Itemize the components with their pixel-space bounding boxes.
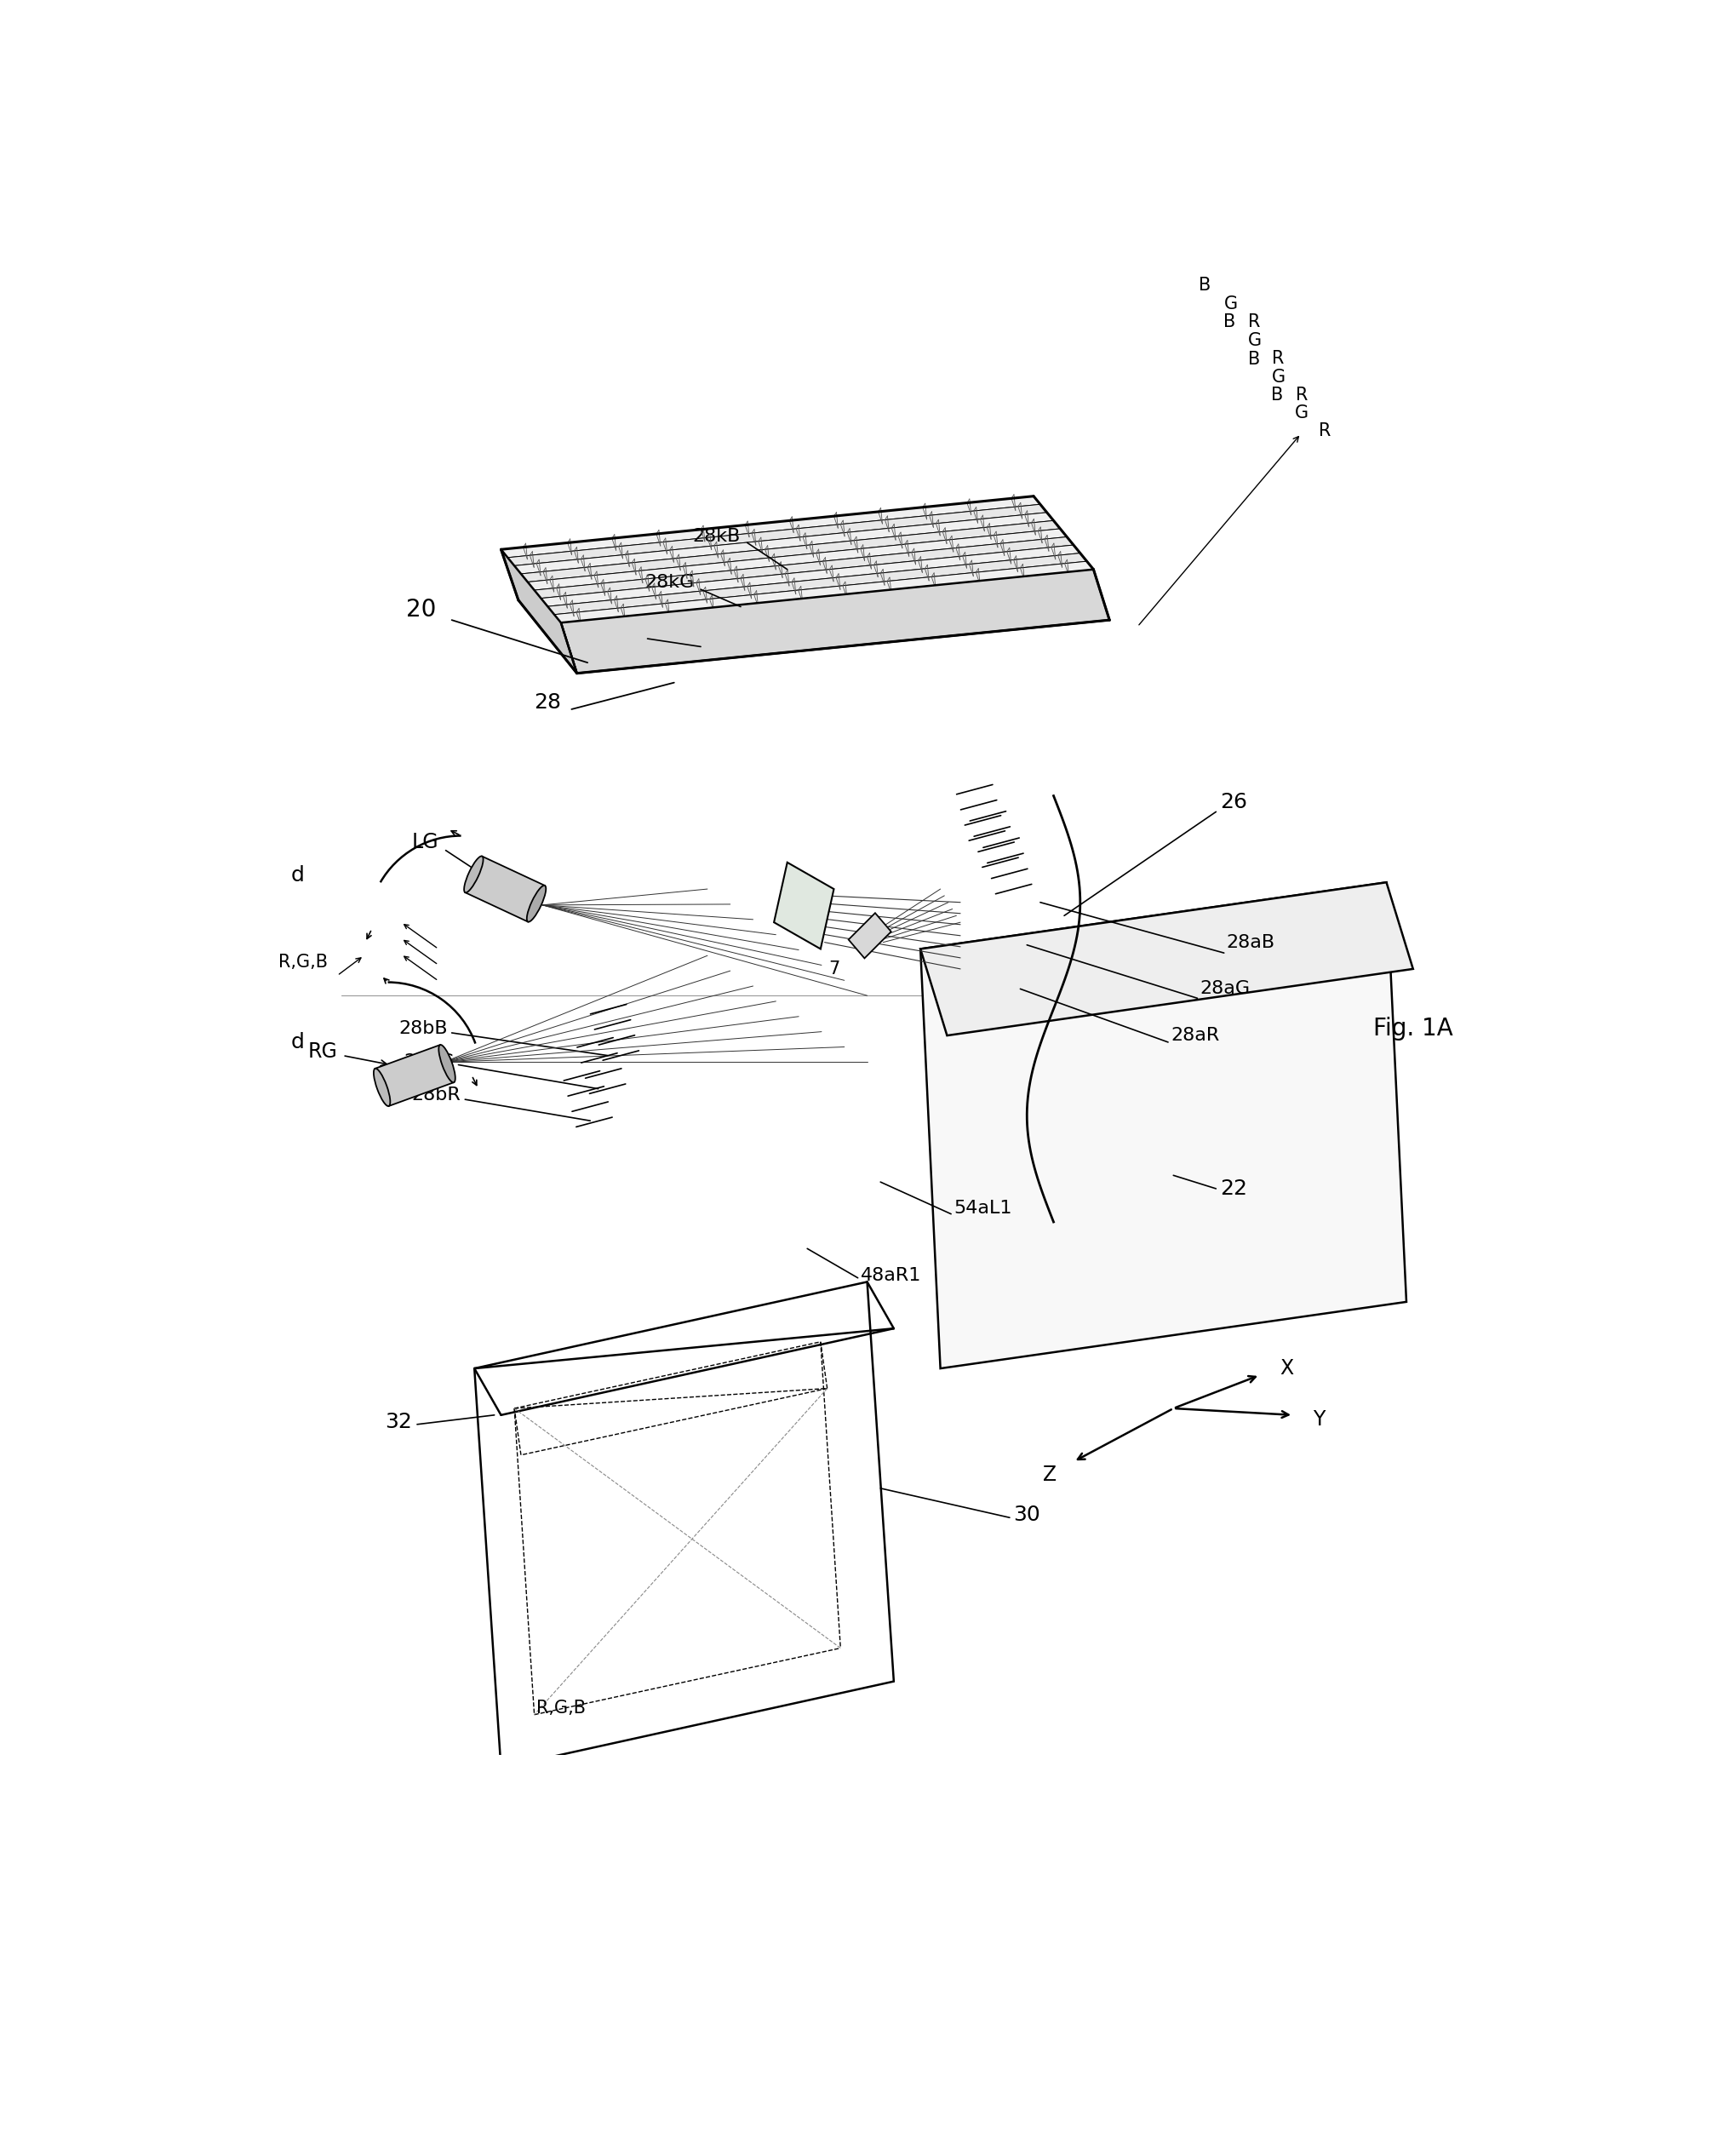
Polygon shape [560,569,1110,673]
Text: 26: 26 [1220,791,1247,813]
Text: R: R [1271,349,1285,367]
Polygon shape [375,1046,454,1106]
Polygon shape [849,912,892,957]
Text: G: G [1223,295,1237,313]
Text: 28bB: 28bB [399,1020,448,1037]
Text: Y: Y [1313,1408,1325,1429]
Text: B: B [1223,313,1235,330]
Text: G: G [1295,405,1309,423]
Text: 54aL1: 54aL1 [953,1201,1012,1218]
Polygon shape [466,856,545,923]
Polygon shape [502,496,1039,558]
Text: 7: 7 [828,959,840,977]
Text: Z: Z [1043,1464,1057,1485]
Text: B: B [1271,386,1283,403]
Polygon shape [773,862,833,949]
Text: B: B [1247,351,1259,367]
Polygon shape [521,520,1060,582]
Text: 32: 32 [385,1412,412,1432]
Polygon shape [534,537,1074,597]
Text: LG: LG [412,832,438,852]
Text: R,G,B: R,G,B [536,1699,586,1716]
Text: 28: 28 [534,692,562,714]
Text: d: d [290,1033,304,1052]
Text: X: X [1280,1358,1294,1378]
Polygon shape [548,554,1087,614]
Text: 28kG: 28kG [644,573,694,591]
Text: R: R [1249,313,1261,330]
Ellipse shape [464,856,483,893]
Text: 22: 22 [1220,1179,1247,1199]
Text: G: G [1247,332,1261,349]
Text: G: G [1271,369,1285,386]
Ellipse shape [438,1046,455,1082]
Ellipse shape [373,1069,390,1106]
Text: 28bR: 28bR [412,1087,460,1104]
Polygon shape [509,505,1046,565]
Text: R: R [1318,423,1330,440]
Polygon shape [502,550,577,673]
Ellipse shape [527,886,546,923]
Polygon shape [921,882,1407,1369]
Polygon shape [514,513,1053,573]
Text: 28kB: 28kB [692,528,740,545]
Text: 20: 20 [405,597,436,621]
Text: B: B [1199,276,1211,293]
Text: R,G,B: R,G,B [278,953,328,970]
Polygon shape [555,561,1094,623]
Text: 28bG: 28bG [404,1054,454,1072]
Text: RG: RG [308,1041,337,1061]
Text: 48aR1: 48aR1 [861,1268,921,1283]
Text: 30: 30 [1014,1505,1041,1524]
Text: Fig. 1A: Fig. 1A [1373,1018,1453,1041]
Text: R: R [1295,386,1307,403]
Text: 28aB: 28aB [1227,934,1275,951]
Polygon shape [527,528,1067,591]
Text: 28kR: 28kR [593,625,641,642]
Text: 28aG: 28aG [1199,981,1251,998]
Polygon shape [921,882,1412,1035]
Text: d: d [290,865,304,886]
Polygon shape [541,545,1081,606]
Text: 28aR: 28aR [1170,1026,1220,1044]
